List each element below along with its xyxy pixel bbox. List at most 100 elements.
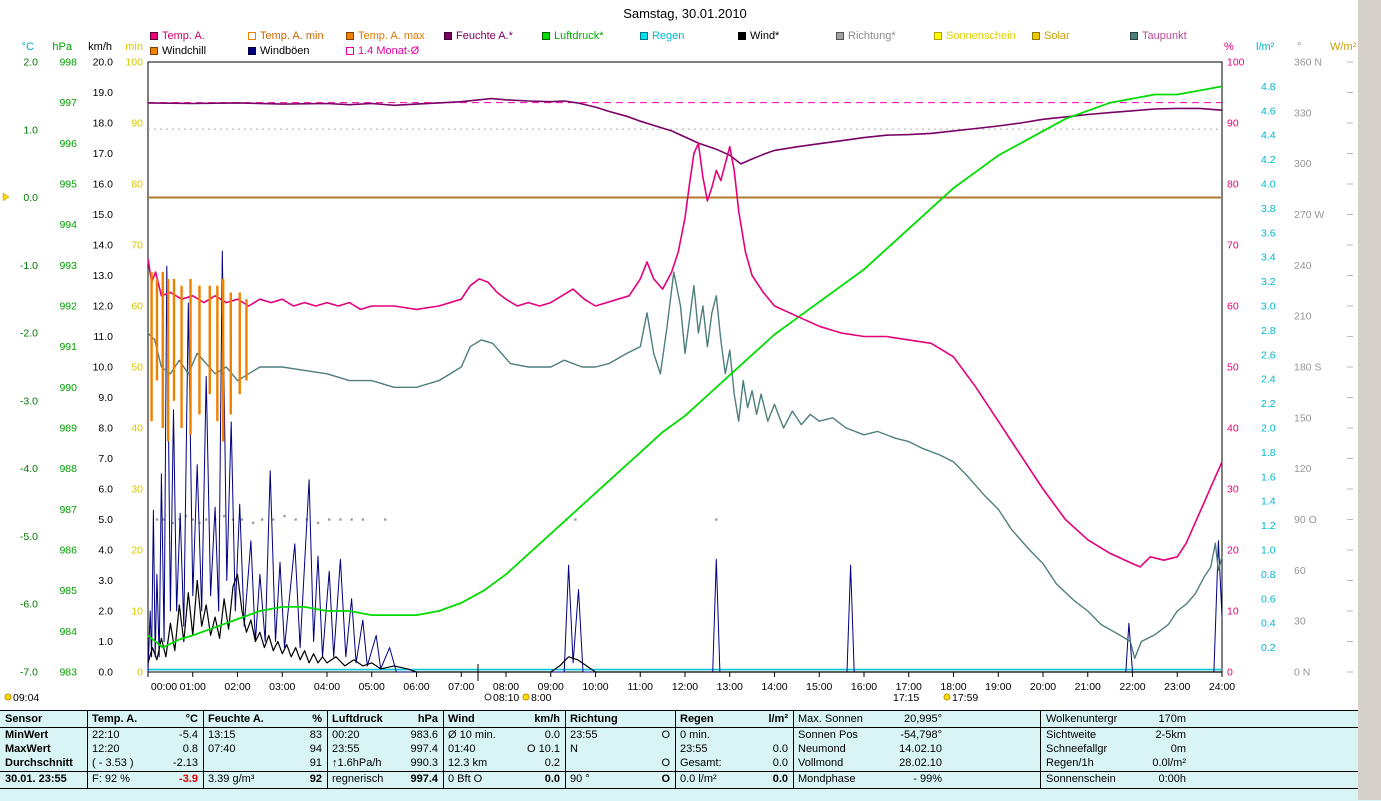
axis-label: 1.6 [1261, 471, 1276, 483]
axis-label: 1.0 [23, 124, 38, 136]
axis-label: 80 [1227, 179, 1239, 191]
legend-label: Taupunkt [1142, 30, 1187, 42]
table-cell-label: Temp. A. [92, 713, 138, 725]
legend-item-taupunkt: Taupunkt [1130, 30, 1228, 42]
axis-label: 10.0 [93, 362, 114, 374]
axis-label: 14.0 [93, 240, 114, 252]
axis-label: 1.8 [1261, 447, 1276, 459]
astro-time-label: 17:59 [952, 692, 978, 704]
axis-label: 3.2 [1261, 276, 1276, 288]
table-cell-value: 0.2 [544, 757, 560, 769]
legend-swatch-icon [640, 32, 648, 40]
legend-swatch-icon [444, 32, 452, 40]
legend-label: Wind* [750, 30, 780, 42]
legend-swatch-icon [248, 47, 256, 55]
table-cell-label: ↑1.6hPa/h [332, 757, 382, 769]
axis-label: 60 [131, 301, 143, 313]
table-cell-value: - 99% [913, 773, 942, 785]
axis-label: 1.2 [1261, 520, 1276, 532]
table-row-label: Sensor [5, 713, 43, 725]
table-cell-label: Sonnenschein [1046, 773, 1116, 785]
table-cell-value: 0.8 [182, 743, 198, 755]
hour-label: 00:00 [151, 681, 177, 693]
hour-label: 13:00 [717, 681, 743, 693]
series-taupunkt [147, 271, 1223, 660]
axis-kmh: km/h 20.0 19.0 18.0 17.0 16.0 15.0 14.0 13.0 12.0… [88, 41, 113, 679]
axis-title: min [125, 41, 143, 53]
table-cell-value: 170m [1158, 713, 1186, 725]
sun-icon [522, 693, 530, 701]
axis-title: °C [22, 41, 34, 53]
axis-label: 0 [137, 667, 143, 679]
table-cell-label: Richtung [570, 713, 618, 725]
axis-label: 1.4 [1261, 496, 1276, 508]
table-cell-value: km/h [534, 713, 560, 725]
table-cell-value: 14.02.10 [899, 743, 942, 755]
table-cell-label: Sonnen Pos [798, 729, 858, 741]
table-cell-value: O [661, 729, 670, 741]
table-cell-value: 0.0 [544, 729, 560, 741]
table-divider [443, 711, 444, 788]
axis-title: % [1224, 41, 1234, 53]
table-astro-cell: Mondphase - 99% [798, 773, 942, 786]
axis-label: -7.0 [20, 667, 38, 679]
axis-label: 1.0 [1261, 545, 1276, 557]
axis-deg: ° 360 N 330 300 270 W 240 210 180 S 150 120 90 O 60… [1294, 41, 1324, 679]
axis-label: 100 [1227, 57, 1245, 69]
axis-label: 993 [59, 260, 77, 272]
table-cell-label: 0 min. [680, 729, 710, 741]
table-cell-value: 91 [309, 757, 322, 769]
table-cell-label: Neumond [798, 743, 846, 755]
hour-label: 07:00 [448, 681, 474, 693]
table-cell-value: -2.13 [172, 757, 198, 769]
axis-label: 4.0 [1261, 179, 1276, 191]
axis-label: 990 [59, 382, 77, 394]
table-column-header: Regen l/m² [680, 713, 788, 726]
axis-label: 60 [1294, 565, 1306, 577]
axis-label: 40 [1227, 423, 1239, 435]
table-cell-value: l/m² [768, 713, 788, 725]
weather-chart[interactable]: °C 2.0 1.0 0.0 -1.0 -2.0 -3.0 -4.0 -5.0 -6.0 -7.0 h… [0, 0, 1381, 710]
axis-label: 16.0 [93, 179, 114, 191]
axis-label: 985 [59, 585, 77, 597]
axis-label: 995 [59, 179, 77, 191]
table-conditions-cell: Schneefallgr 0m [1046, 743, 1186, 756]
axis-title: hPa [52, 41, 72, 53]
axis-label: 984 [59, 626, 77, 638]
table-conditions-cell: Sonnenschein 0:00h [1046, 773, 1186, 786]
hour-label: 11:00 [628, 681, 654, 693]
legend-item-temp-a-min: Temp. A. min [248, 30, 346, 42]
axis-label: 210 [1294, 311, 1312, 323]
table-cell-label: Wind [448, 713, 475, 725]
legend-swatch-icon [150, 47, 158, 55]
plot-area[interactable] [147, 61, 1223, 673]
legend-item-temp-a-max: Temp. A. max [346, 30, 444, 42]
axis-label: 300 [1294, 158, 1312, 170]
hour-label: 04:00 [314, 681, 340, 693]
axis-label: 90 [1227, 118, 1239, 130]
axis-label: 2.6 [1261, 349, 1276, 361]
axis-label: 4.4 [1261, 130, 1276, 142]
axis-label: 4.0 [98, 545, 113, 557]
axis-label: 1.0 [98, 636, 113, 648]
axis-label: 100 [125, 57, 143, 69]
axis-title: l/m² [1256, 41, 1275, 53]
legend-label: Luftdruck* [554, 30, 604, 42]
axis-label: 998 [59, 57, 77, 69]
axis-label: -5.0 [20, 531, 38, 543]
table-cell-value: 997.4 [410, 773, 438, 785]
axis-title: ° [1297, 41, 1301, 53]
axis-label: 2.0 [98, 606, 113, 618]
table-cell-label: Regen/1h [1046, 757, 1094, 769]
sun-icon [943, 693, 951, 701]
axis-label: 3.6 [1261, 227, 1276, 239]
legend-label: Richtung* [848, 30, 896, 42]
table-rule [0, 727, 1358, 728]
axis-label: 3.0 [1261, 301, 1276, 313]
axis-label: 996 [59, 138, 77, 150]
axis-label: -3.0 [20, 395, 38, 407]
table-column-header: Luftdruck hPa [332, 713, 438, 726]
hour-label: 23:00 [1164, 681, 1190, 693]
